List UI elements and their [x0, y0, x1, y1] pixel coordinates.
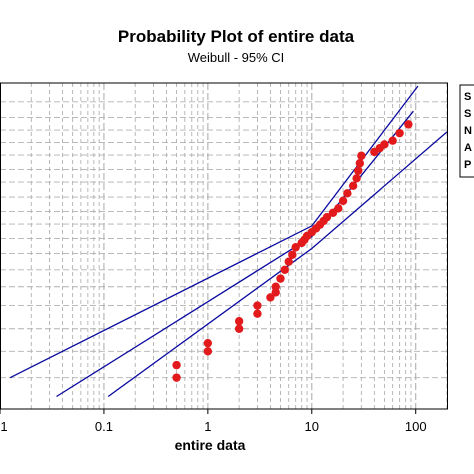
grid: [0, 83, 448, 409]
data-point: [266, 293, 275, 302]
data-point: [271, 282, 280, 291]
data-point: [172, 373, 181, 382]
x-tick-label: 1: [0, 419, 7, 434]
x-tick-label: 10: [305, 419, 319, 434]
data-point: [234, 324, 244, 333]
data-point: [357, 151, 366, 160]
legend-entry: N: [464, 125, 472, 137]
data-point: [380, 140, 389, 149]
legend-frame: [459, 84, 474, 178]
x-tick-label: 100: [405, 419, 427, 434]
lower-ci-line: [107, 131, 448, 398]
plot-frame: [0, 82, 448, 410]
data-point: [288, 250, 297, 259]
data-point: [334, 204, 343, 213]
chart-subtitle: Weibull - 95% CI: [188, 50, 285, 65]
data-point: [203, 347, 213, 356]
data-point: [354, 166, 363, 175]
data-point: [172, 360, 181, 370]
data-point: [395, 128, 404, 138]
legend-entry: P: [464, 159, 471, 171]
data-point: [355, 159, 365, 168]
fit-lines: [9, 85, 448, 398]
data-point: [276, 274, 285, 283]
data-point: [343, 189, 352, 198]
legend-entry: S: [464, 91, 471, 103]
fit-line: [56, 110, 414, 398]
data-point: [203, 338, 213, 348]
data-point: [338, 196, 348, 206]
data-point: [404, 120, 413, 129]
data-point: [284, 257, 293, 266]
x-axis-label: entire data: [175, 437, 246, 453]
data-point: [280, 265, 290, 275]
data-point: [253, 309, 262, 318]
upper-ci-line: [9, 85, 419, 379]
data-point: [291, 243, 300, 252]
x-tick-label: 1: [204, 419, 211, 434]
x-tick-label: 0.1: [95, 419, 113, 434]
data-point: [388, 136, 397, 145]
data-points: [172, 120, 413, 382]
data-point: [234, 317, 244, 326]
legend-entry: S: [464, 108, 471, 120]
data-point: [348, 181, 358, 191]
x-ticks: 1 0.1 1 10 100: [0, 409, 427, 434]
data-point: [253, 301, 262, 310]
data-point: [352, 174, 361, 183]
chart-title: Probability Plot of entire data: [118, 27, 355, 46]
legend-entry: A: [464, 142, 472, 154]
data-point: [322, 212, 332, 222]
